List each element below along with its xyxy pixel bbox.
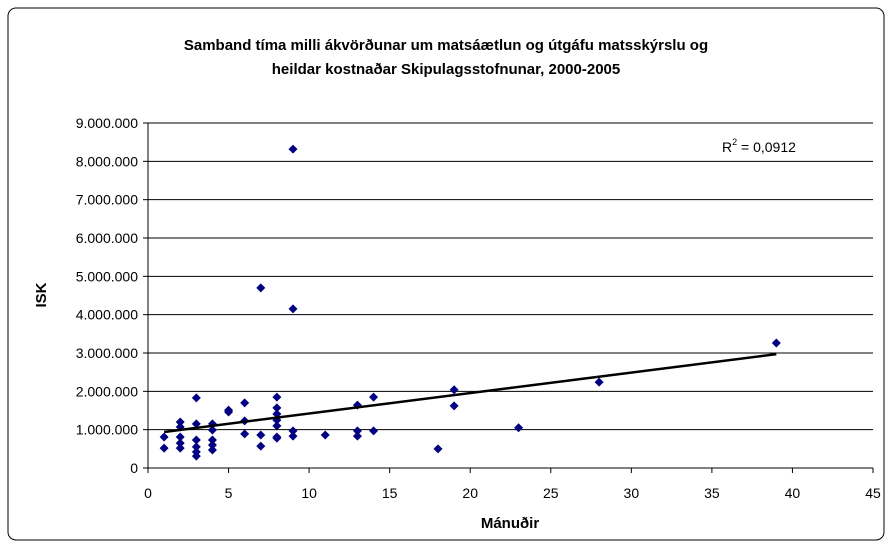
point <box>771 338 781 348</box>
x-tick-label: 5 <box>225 485 233 501</box>
y-axis-label: ISK <box>33 282 50 307</box>
point <box>191 435 201 445</box>
x-tick-label: 15 <box>382 485 398 501</box>
point <box>175 417 185 427</box>
point <box>369 426 379 436</box>
annotation: R2 = 0,0912 <box>722 137 796 155</box>
point <box>159 443 169 453</box>
point <box>175 438 185 448</box>
y-tick-label: 5.000.000 <box>76 268 138 284</box>
y-tick-label: 7.000.000 <box>76 192 138 208</box>
point <box>175 432 185 442</box>
x-tick-label: 10 <box>301 485 317 501</box>
point <box>272 392 282 402</box>
point <box>320 430 330 440</box>
y-tick-label: 3.000.000 <box>76 345 138 361</box>
point <box>288 144 298 154</box>
point <box>191 419 201 429</box>
y-tick-label: 0 <box>130 460 138 476</box>
point <box>159 432 169 442</box>
point <box>207 435 217 445</box>
point <box>272 421 282 431</box>
point <box>369 392 379 402</box>
point <box>191 451 201 461</box>
point <box>433 444 443 454</box>
chart-title: heildar kostnaðar Skipulagsstofnunar, 20… <box>272 61 620 78</box>
y-tick-label: 8.000.000 <box>76 153 138 169</box>
point <box>449 401 459 411</box>
chart-title: Samband tíma milli ákvörðunar um matsáæt… <box>184 37 708 54</box>
y-tick-label: 1.000.000 <box>76 422 138 438</box>
point <box>288 304 298 314</box>
annotation-rest: = 0,0912 <box>737 139 796 155</box>
point <box>272 433 282 443</box>
point <box>256 283 266 293</box>
x-tick-label: 20 <box>462 485 478 501</box>
point <box>594 377 604 387</box>
chart-border <box>7 7 885 541</box>
point <box>240 429 250 439</box>
x-tick-label: 0 <box>144 485 152 501</box>
point <box>191 442 201 452</box>
x-tick-label: 25 <box>543 485 559 501</box>
annotation-base: R <box>722 139 732 155</box>
x-tick-label: 35 <box>704 485 720 501</box>
point <box>175 443 185 453</box>
point <box>449 385 459 395</box>
y-tick-label: 6.000.000 <box>76 230 138 246</box>
annotation-sup: 2 <box>732 137 737 147</box>
x-tick-label: 40 <box>785 485 801 501</box>
point <box>352 426 362 436</box>
y-tick-label: 2.000.000 <box>76 383 138 399</box>
point <box>288 426 298 436</box>
point <box>207 445 217 455</box>
point <box>256 441 266 451</box>
x-tick-label: 30 <box>624 485 640 501</box>
point <box>256 430 266 440</box>
y-tick-label: 4.000.000 <box>76 307 138 323</box>
point <box>191 393 201 403</box>
point <box>272 403 282 413</box>
point <box>207 425 217 435</box>
point <box>288 431 298 441</box>
point <box>352 431 362 441</box>
x-axis-label: Mánuðir <box>481 515 539 532</box>
point <box>207 440 217 450</box>
point <box>240 398 250 408</box>
y-tick-label: 9.000.000 <box>76 115 138 131</box>
x-tick-label: 45 <box>865 485 881 501</box>
point <box>514 423 524 433</box>
point <box>224 407 234 417</box>
trendline <box>163 352 777 434</box>
